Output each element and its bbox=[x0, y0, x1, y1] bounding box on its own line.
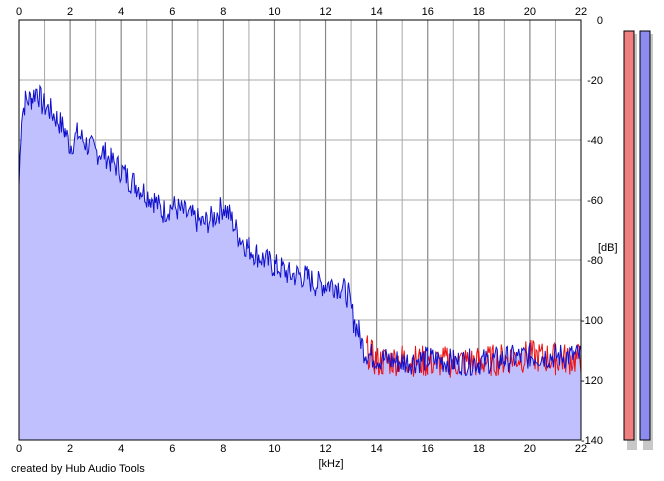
x-tick-label-top: 12 bbox=[319, 6, 331, 18]
x-tick-label-bottom: 20 bbox=[524, 443, 536, 455]
y-tick-label: -60 bbox=[587, 195, 603, 207]
y-tick-label: -100 bbox=[581, 315, 603, 327]
y-axis-label: [dB] bbox=[598, 242, 618, 254]
x-tick-label-bottom: 22 bbox=[575, 443, 587, 455]
level-meters[interactable] bbox=[623, 30, 653, 450]
spectrum-series bbox=[18, 84, 582, 378]
x-tick-label-top: 6 bbox=[169, 6, 175, 18]
x-tick-label-top: 16 bbox=[422, 6, 434, 18]
x-tick-label-bottom: 6 bbox=[169, 443, 175, 455]
series-line-left-channel bbox=[365, 335, 582, 378]
x-tick-label-bottom: 18 bbox=[473, 443, 485, 455]
spectrum-fill bbox=[19, 86, 581, 440]
x-tick-label-top: 18 bbox=[473, 6, 485, 18]
level-meter-right[interactable] bbox=[639, 30, 651, 441]
credit-text: created by Hub Audio Tools bbox=[11, 463, 145, 475]
x-tick-label-top: 14 bbox=[371, 6, 383, 18]
x-tick-label-top: 20 bbox=[524, 6, 536, 18]
x-tick-label-bottom: 2 bbox=[67, 443, 73, 455]
x-tick-label-top: 8 bbox=[220, 6, 226, 18]
plot-frame bbox=[18, 19, 582, 441]
x-tick-label-top: 0 bbox=[16, 6, 22, 18]
x-tick-label-bottom: 12 bbox=[319, 443, 331, 455]
spectrum-area bbox=[19, 86, 581, 440]
x-tick-label-bottom: 4 bbox=[118, 443, 124, 455]
level-meter-left[interactable] bbox=[623, 30, 635, 441]
y-tick-label: -40 bbox=[587, 135, 603, 147]
y-tick-label: -20 bbox=[587, 75, 603, 87]
x-tick-label-top: 2 bbox=[67, 6, 73, 18]
y-tick-label: -120 bbox=[581, 375, 603, 387]
x-tick-label-bottom: 0 bbox=[16, 443, 22, 455]
x-tick-label-bottom: 14 bbox=[371, 443, 383, 455]
y-tick-label: -80 bbox=[587, 255, 603, 267]
x-tick-label-top: 22 bbox=[575, 6, 587, 18]
y-tick-label: -140 bbox=[581, 435, 603, 447]
x-tick-label-bottom: 16 bbox=[422, 443, 434, 455]
y-tick-label: 0 bbox=[597, 15, 603, 27]
x-tick-label-bottom: 8 bbox=[220, 443, 226, 455]
series-line-right-channel bbox=[18, 84, 582, 376]
y-tick-labels: 0 -20 -40 -60 -80 -100 -120 -140 bbox=[581, 15, 603, 447]
x-tick-label-top: 10 bbox=[268, 6, 280, 18]
x-axis-label: [kHz] bbox=[318, 458, 343, 470]
x-tick-label-bottom: 10 bbox=[268, 443, 280, 455]
x-tick-label-top: 4 bbox=[118, 6, 124, 18]
